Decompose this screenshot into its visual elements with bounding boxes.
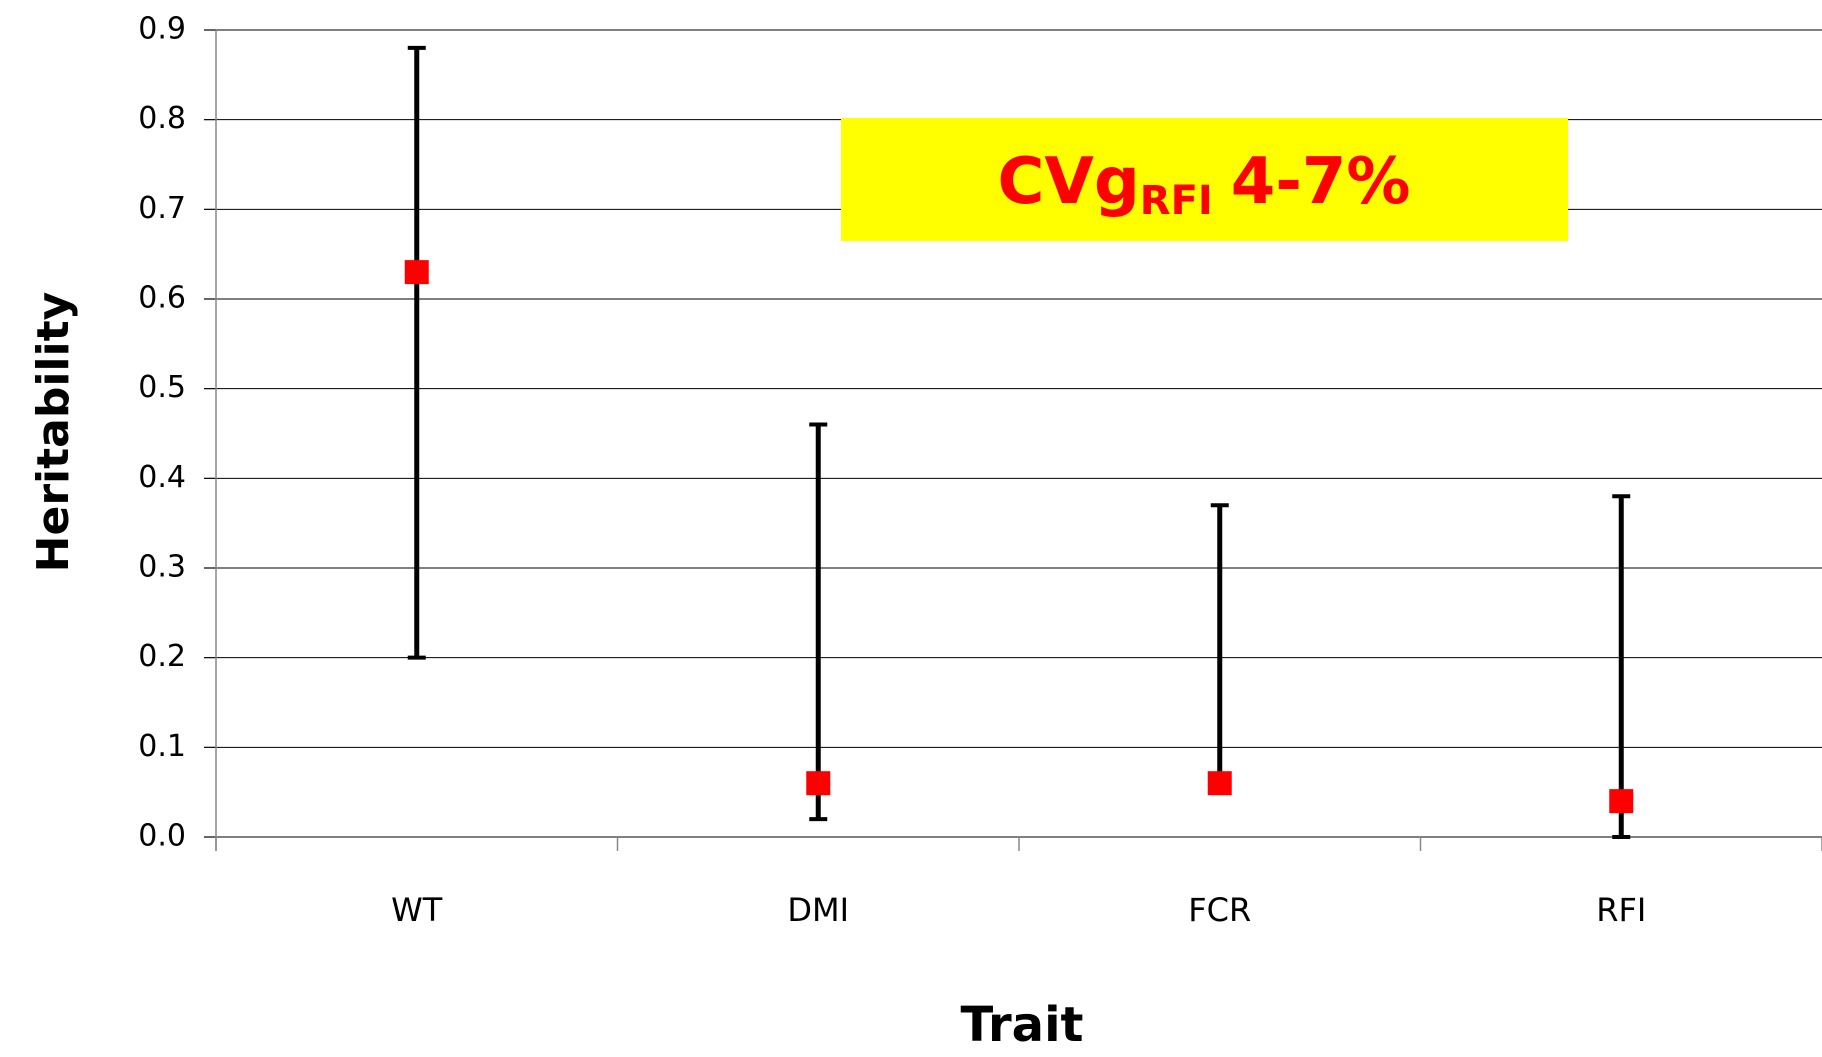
y-tick-label: 0.5 xyxy=(138,370,186,405)
y-tick-label: 0.8 xyxy=(138,101,186,136)
point xyxy=(1609,789,1634,814)
y-tick-label: 0.9 xyxy=(138,12,186,47)
point xyxy=(806,771,831,796)
annotation-box xyxy=(841,118,1568,241)
x-tick-label: DMI xyxy=(787,891,849,929)
y-tick-label: 0.0 xyxy=(138,819,186,854)
x-tick-label: WT xyxy=(391,891,443,929)
y-tick-label: 0.1 xyxy=(138,729,186,764)
annotation: CVgRFI 4-7% xyxy=(997,145,1410,224)
y-tick-label: 0.7 xyxy=(138,191,186,226)
y-tick-label: 0.4 xyxy=(138,460,186,495)
annotation-text: CVg xyxy=(997,145,1139,219)
annotation-suffix: 4-7% xyxy=(1231,145,1411,219)
x-tick-label: RFI xyxy=(1596,891,1646,929)
point xyxy=(1207,771,1232,796)
y-tick-label: 0.2 xyxy=(138,639,186,674)
y-tick-label: 0.6 xyxy=(138,281,186,316)
annotation-subscript: RFI xyxy=(1140,178,1213,224)
x-axis-label: Trait xyxy=(961,997,1084,1053)
point xyxy=(404,260,429,285)
x-tick-label: FCR xyxy=(1188,891,1251,929)
y-axis-label: Heritability xyxy=(28,292,79,573)
y-tick-label: 0.3 xyxy=(138,550,186,585)
